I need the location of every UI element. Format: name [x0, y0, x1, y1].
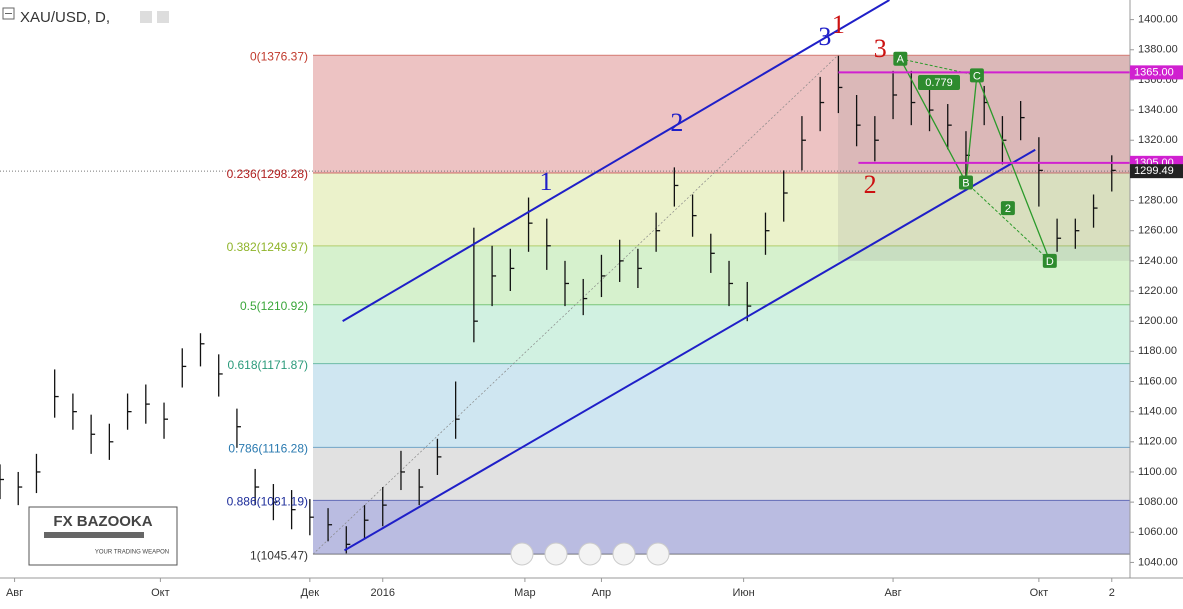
wave-label: 3	[874, 34, 887, 63]
fib-label: 0.618(1171.87)	[227, 358, 308, 372]
y-tick-label: 1100.00	[1138, 466, 1177, 478]
plot-area	[0, 0, 1130, 555]
pattern-label: C	[973, 70, 981, 82]
last-price-badge	[1130, 164, 1183, 179]
reset[interactable]	[578, 542, 602, 566]
pattern-point	[1000, 201, 1015, 216]
pattern-label: 2	[1005, 203, 1011, 215]
y-tick-label: 1240.00	[1138, 255, 1178, 267]
fib-band	[313, 363, 1130, 448]
y-tick-label: 1060.00	[1138, 526, 1178, 538]
x-tick-label: Апр	[592, 587, 611, 599]
fib-band	[313, 245, 1130, 305]
collapse-button[interactable]	[2, 7, 15, 20]
y-tick-label: 1140.00	[1138, 406, 1177, 418]
y-tick-label: 1380.00	[1138, 44, 1178, 56]
y-tick-label: 1160.00	[1138, 375, 1177, 387]
fib-label: 0(1376.37)	[250, 49, 308, 63]
level-label: 1365.00	[1134, 66, 1174, 78]
scroll-right[interactable]	[646, 542, 670, 566]
x-tick-label: Авг	[884, 587, 901, 599]
wave-label: 2	[864, 170, 877, 199]
x-tick-label: Авг	[6, 587, 23, 599]
pattern-point	[969, 68, 984, 83]
fib-band	[313, 447, 1130, 501]
fib-band	[313, 500, 1130, 555]
y-tick-label: 1340.00	[1138, 104, 1178, 116]
zoom-in[interactable]	[612, 542, 636, 566]
pattern-label: A	[897, 54, 905, 66]
y-tick-label: 1040.00	[1138, 556, 1178, 568]
x-tick-label: Окт	[151, 587, 170, 599]
fib-label: 0.236(1298.28)	[227, 167, 308, 181]
logo-title: FX BAZOOKA	[53, 513, 152, 530]
pattern-line	[899, 58, 967, 183]
ratio-label: 0.779	[925, 77, 953, 89]
scroll-left[interactable]	[510, 542, 534, 566]
fib-label: 1(1045.47)	[250, 548, 308, 562]
fib-label: 0.786(1116.28)	[228, 442, 308, 456]
fib-band	[313, 172, 1130, 246]
y-tick-label: 1280.00	[1138, 194, 1178, 206]
logo-subtitle: YOUR TRADING WEAPON	[95, 550, 169, 556]
x-tick-label: Мар	[514, 587, 536, 599]
wave-label: 2	[670, 108, 683, 137]
y-tick-label: 1400.00	[1138, 14, 1178, 26]
wave-label: 3	[818, 22, 831, 51]
pattern-line	[976, 75, 1051, 262]
symbol: XAU/USD, D,	[20, 9, 110, 26]
wave-label: 1	[832, 10, 845, 39]
fib-label: 0.5(1210.92)	[240, 299, 308, 313]
y-tick-label: 1180.00	[1138, 345, 1177, 357]
y-tick-label: 1260.00	[1138, 225, 1178, 237]
y-tick-label: 1220.00	[1138, 285, 1178, 297]
level-badge	[1130, 65, 1183, 80]
x-tick-label: 2016	[370, 587, 394, 599]
y-tick-label: 1120.00	[1138, 436, 1177, 448]
x-tick-label: 2	[1109, 587, 1115, 599]
last-price-label: 1299.49	[1134, 165, 1174, 177]
pattern-point	[1042, 253, 1057, 268]
x-tick-label: Окт	[1030, 587, 1049, 599]
fib-band	[313, 304, 1130, 364]
zoom-out[interactable]	[544, 542, 568, 566]
fib-band	[313, 55, 1130, 173]
channel-line	[342, 0, 890, 323]
channel-line	[343, 148, 1036, 552]
wave-label: 1	[540, 167, 553, 196]
fib-label: 0.382(1249.97)	[227, 240, 308, 254]
pattern-point	[893, 51, 908, 66]
settings-button[interactable]	[157, 11, 169, 23]
pattern-label: B	[962, 177, 969, 189]
logo-bazooka	[44, 532, 144, 538]
nav-buttons	[510, 542, 670, 566]
pattern-line	[965, 182, 1051, 262]
x-tick-label: Июн	[732, 587, 754, 599]
ratio-box	[918, 75, 960, 90]
y-tick-label: 1080.00	[1138, 496, 1178, 508]
fib-label: 0.886(1081.19)	[227, 494, 308, 508]
pattern-label: D	[1046, 256, 1054, 268]
y-tick-label: 1320.00	[1138, 134, 1178, 146]
pattern-point	[958, 175, 973, 190]
pattern-line	[965, 75, 978, 183]
x-tick-label: Дек	[301, 587, 320, 599]
logo: FX BAZOOKA YOUR TRADING WEAPON	[28, 506, 178, 566]
eye-button[interactable]	[140, 11, 152, 23]
y-tick-label: 1200.00	[1138, 315, 1178, 327]
